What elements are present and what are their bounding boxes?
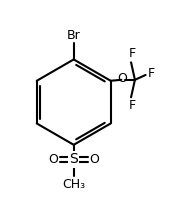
Text: O: O (48, 153, 58, 166)
Text: F: F (148, 67, 155, 80)
Text: O: O (90, 153, 100, 166)
Text: CH₃: CH₃ (62, 178, 85, 191)
Text: O: O (117, 72, 127, 85)
Text: Br: Br (67, 29, 81, 42)
Text: F: F (128, 99, 136, 112)
Text: F: F (128, 47, 136, 60)
Text: S: S (69, 152, 78, 166)
